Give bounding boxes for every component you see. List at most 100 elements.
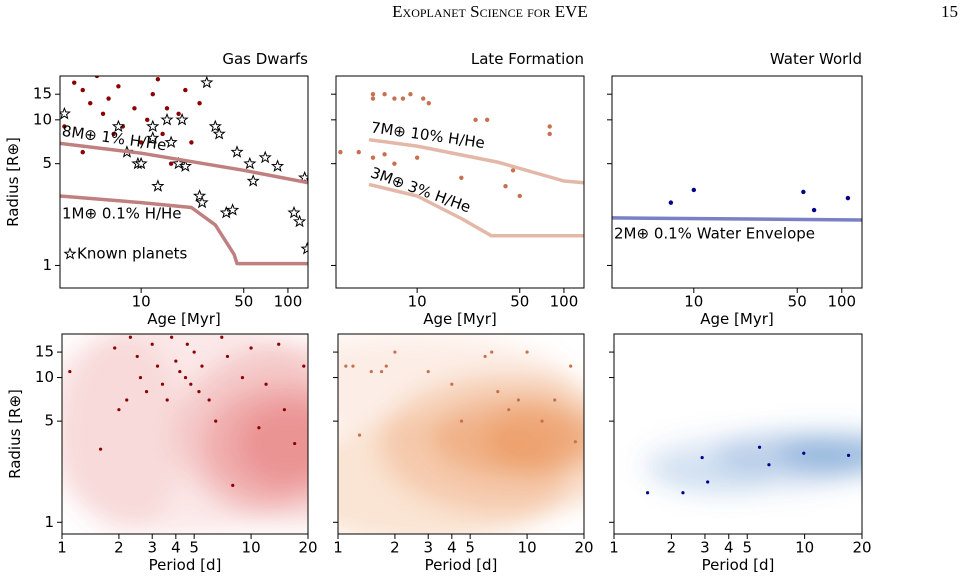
planet-point (98, 447, 103, 451)
planet-point (249, 346, 253, 350)
planet-point (356, 149, 361, 155)
planet-point (668, 200, 674, 205)
y-tick-label: 1 (42, 256, 52, 274)
known-planet (208, 119, 222, 133)
known-planet (192, 189, 207, 202)
planet-point (503, 184, 508, 189)
planet-point (100, 111, 106, 117)
x-tick-label: 10 (795, 539, 814, 557)
known-planet (195, 195, 209, 209)
planet-point (197, 389, 201, 394)
plot-area (338, 334, 584, 534)
x-tick-label: 2 (114, 539, 124, 557)
density-contours (62, 334, 308, 534)
y-tick-label: 15 (33, 85, 52, 103)
axes-frame (337, 333, 585, 535)
planet-point (370, 96, 376, 101)
planet-point (392, 161, 397, 166)
density-blob (653, 454, 774, 494)
planet-point (168, 161, 174, 166)
planet-point (220, 335, 224, 339)
known-planet (212, 126, 226, 140)
running-header: Exoplanet Science for EVE (392, 2, 588, 21)
planet-point (801, 189, 806, 195)
panel: 1 2 3 4 5 10 20 Period [d] (609, 333, 872, 574)
x-tick-label: 5 (742, 539, 752, 557)
planet-point (165, 398, 169, 402)
planet-point (164, 106, 170, 111)
planet-point (302, 364, 306, 368)
planet-point (459, 175, 464, 180)
planet-point (197, 101, 202, 106)
panel: 1 2 3 4 5 10 20 Period [d] (333, 333, 594, 574)
model-track (368, 137, 584, 185)
planet-point (645, 491, 650, 495)
planet-point (490, 350, 494, 354)
y-tick-label: 10 (33, 110, 52, 128)
planet-point (62, 124, 67, 129)
x-tick-label: 2 (667, 539, 677, 557)
planet-point (757, 445, 762, 449)
legend-marker (63, 247, 77, 260)
planet-point (174, 359, 178, 363)
x-tick-label: 1 (609, 539, 619, 557)
panel-title: Gas Dwarfs (222, 50, 308, 68)
planet-point (160, 131, 165, 137)
planet-point (293, 441, 297, 446)
density-blob (338, 334, 572, 434)
x-axis-label: Period [d] (425, 556, 498, 574)
x-axis-label: Age [Myr] (700, 310, 773, 328)
planet-point (691, 187, 697, 193)
planet-point (257, 426, 261, 430)
density-contours (338, 334, 584, 534)
planet-point (185, 342, 189, 346)
planet-point (483, 354, 487, 359)
planet-point (382, 152, 387, 157)
planet-point (547, 131, 552, 137)
x-tick-label: 2 (390, 539, 400, 557)
planet-point (94, 76, 100, 79)
planet-point (178, 369, 182, 374)
planet-point (170, 335, 174, 339)
planet-point (802, 451, 806, 455)
planet-point (393, 350, 397, 354)
planet-point (384, 364, 388, 368)
known-planet (230, 145, 244, 158)
planet-point (459, 419, 464, 423)
x-tick-label: 20 (852, 539, 871, 557)
y-tick-label: 1 (44, 513, 54, 531)
plot-area (60, 76, 308, 266)
planet-point (116, 84, 121, 89)
x-axis-label: Period [d] (702, 556, 775, 574)
planet-point (150, 342, 154, 346)
planet-point (72, 80, 77, 85)
planet-point (507, 408, 511, 412)
known-planet (111, 119, 125, 133)
x-tick-label: 100 (274, 293, 303, 311)
x-tick-label: 5 (189, 539, 199, 557)
x-tick-label: 20 (298, 539, 317, 557)
planet-point (357, 433, 362, 437)
known-planet (134, 156, 148, 170)
x-axis-label: Age [Myr] (423, 310, 496, 328)
plot-area (612, 187, 862, 222)
planet-point (553, 398, 557, 402)
known-planet (292, 214, 307, 228)
known-planet (160, 112, 174, 126)
density-contours (640, 429, 862, 494)
planet-point (370, 155, 376, 160)
planet-point (525, 350, 529, 354)
planet-point (540, 419, 544, 423)
y-tick-label: 15 (35, 343, 54, 361)
x-axis-label: Period [d] (149, 556, 222, 574)
planet-point (408, 91, 413, 97)
x-tick-label: 100 (550, 293, 579, 311)
planet-point (68, 369, 72, 374)
planet-point (700, 455, 704, 460)
known-planet (178, 159, 192, 172)
planet-point (264, 382, 268, 386)
planet-point (132, 106, 137, 111)
axes-frame (613, 333, 863, 535)
